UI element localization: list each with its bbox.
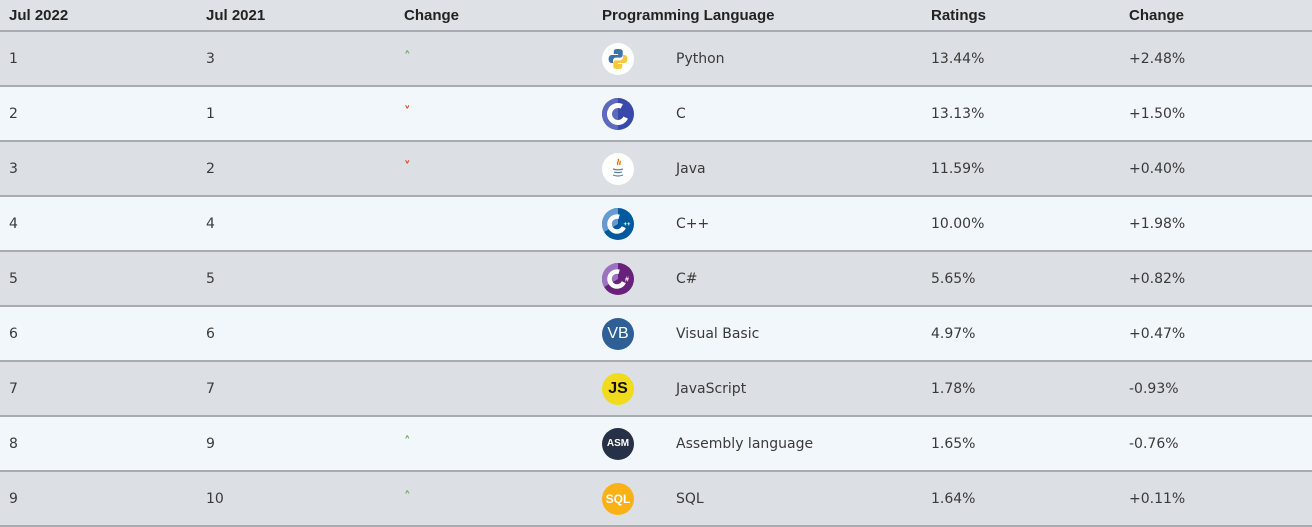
language-name[interactable]: Assembly language: [676, 435, 814, 452]
sql-logo-icon: SQL: [602, 482, 634, 515]
header-jul-2022[interactable]: Jul 2022: [9, 6, 69, 24]
assembly-logo-icon: ASM: [602, 427, 634, 460]
rating-change: -0.93%: [1129, 380, 1179, 397]
rank-2022: 5: [9, 270, 18, 287]
rank-2021: 9: [206, 435, 215, 452]
language-name[interactable]: C#: [676, 270, 698, 287]
rank-2021: 5: [206, 270, 215, 287]
header-language[interactable]: Programming Language: [602, 6, 775, 24]
rank-2022: 7: [9, 380, 18, 397]
icon-text: JS: [608, 379, 628, 397]
rating: 13.13%: [931, 105, 985, 122]
visual-basic-logo-icon: VB: [602, 317, 634, 350]
rank-2021: 3: [206, 50, 215, 67]
rating-change: +0.47%: [1129, 325, 1186, 342]
svg-text:#: #: [625, 276, 629, 283]
python-logo-icon: [602, 42, 634, 75]
trend-down-icon: ˅: [404, 159, 411, 175]
language-name[interactable]: JavaScript: [676, 380, 747, 397]
header-change[interactable]: Change: [404, 6, 460, 24]
rating: 10.00%: [931, 215, 985, 232]
svg-text:++: ++: [623, 222, 631, 228]
rank-2022: 4: [9, 215, 18, 232]
header-ratings[interactable]: Ratings: [931, 6, 987, 24]
rating-change: -0.76%: [1129, 435, 1179, 452]
table-row: 4 4 ++ C++ 10.00% +1.98%: [0, 197, 1312, 252]
rank-2022: 8: [9, 435, 18, 452]
table-row: 7 7 JS JavaScript 1.78% -0.93%: [0, 362, 1312, 417]
rating: 1.64%: [931, 490, 976, 507]
table-row: 5 5 # C# 5.65% +0.82%: [0, 252, 1312, 307]
language-name[interactable]: Python: [676, 50, 725, 67]
rating: 1.78%: [931, 380, 976, 397]
rating-change: +1.50%: [1129, 105, 1186, 122]
table-row: 8 9 ˄ ASM Assembly language 1.65% -0.76%: [0, 417, 1312, 472]
rank-2022: 1: [9, 50, 18, 67]
rank-2022: 3: [9, 160, 18, 177]
table-row: 6 6 VB Visual Basic 4.97% +0.47%: [0, 307, 1312, 362]
language-name[interactable]: SQL: [676, 490, 704, 507]
rank-2021: 7: [206, 380, 215, 397]
trend-up-icon: ˄: [404, 489, 411, 505]
trend-up-icon: ˄: [404, 49, 411, 65]
table-row: 9 10 ˄ SQL SQL 1.64% +0.11%: [0, 472, 1312, 527]
rating: 11.59%: [931, 160, 985, 177]
rank-2022: 6: [9, 325, 18, 342]
rating-change: +0.40%: [1129, 160, 1186, 177]
rating-change: +0.82%: [1129, 270, 1186, 287]
icon-text: VB: [607, 324, 629, 342]
trend-up-icon: ˄: [404, 434, 411, 450]
javascript-logo-icon: JS: [602, 372, 634, 405]
csharp-logo-icon: #: [602, 262, 634, 295]
icon-text: ASM: [606, 438, 630, 449]
cpp-logo-icon: ++: [602, 207, 634, 240]
language-name[interactable]: C: [676, 105, 686, 122]
trend-down-icon: ˅: [404, 104, 411, 120]
rating: 13.44%: [931, 50, 985, 67]
rating-change: +0.11%: [1129, 490, 1186, 507]
rank-2021: 6: [206, 325, 215, 342]
rank-2021: 2: [206, 160, 215, 177]
header-change-percent[interactable]: Change: [1129, 6, 1185, 24]
rating-change: +1.98%: [1129, 215, 1186, 232]
language-name[interactable]: C++: [676, 215, 710, 232]
header-jul-2021[interactable]: Jul 2021: [206, 6, 266, 24]
rank-2021: 1: [206, 105, 215, 122]
rating-change: +2.48%: [1129, 50, 1186, 67]
rating: 5.65%: [931, 270, 976, 287]
rating: 4.97%: [931, 325, 976, 342]
icon-text: SQL: [605, 491, 631, 506]
language-name[interactable]: Java: [676, 160, 706, 177]
table-row: 2 1 ˅ C 13.13% +1.50%: [0, 87, 1312, 142]
table-row: 3 2 ˅ Java 11.59% +0.40%: [0, 142, 1312, 197]
java-logo-icon: [602, 152, 634, 185]
rank-2021: 10: [206, 490, 224, 507]
rank-2022: 2: [9, 105, 18, 122]
table-row: 1 3 ˄ Python 13.44% +2.48%: [0, 32, 1312, 87]
language-name[interactable]: Visual Basic: [676, 325, 760, 342]
rating: 1.65%: [931, 435, 976, 452]
rank-2021: 4: [206, 215, 215, 232]
c-logo-icon: [602, 97, 634, 130]
table-header: Jul 2022 Jul 2021 Change Programming Lan…: [0, 0, 1312, 32]
rank-2022: 9: [9, 490, 18, 507]
